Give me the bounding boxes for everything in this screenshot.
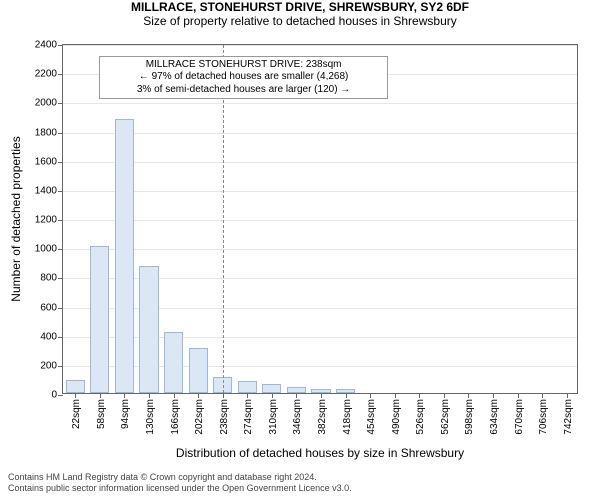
gridline (63, 133, 577, 134)
annotation-line: 3% of semi-detached houses are larger (1… (106, 84, 381, 97)
x-axis-label: Distribution of detached houses by size … (176, 446, 464, 460)
xtick-label: 490sqm (391, 399, 402, 435)
xtick-label: 238sqm (219, 399, 230, 435)
xtick-label: 562sqm (440, 399, 451, 435)
xtick-mark (296, 393, 297, 398)
histogram-bar (164, 332, 183, 393)
xtick-label: 310sqm (268, 399, 279, 435)
xtick-label: 526sqm (415, 399, 426, 435)
footer-line-1: Contains HM Land Registry data © Crown c… (8, 472, 352, 483)
xtick-label: 166sqm (170, 399, 181, 435)
histogram-bar (189, 348, 208, 393)
xtick-mark (395, 393, 396, 398)
xtick-label: 130sqm (145, 399, 156, 435)
xtick-label: 418sqm (342, 399, 353, 435)
footer-attribution: Contains HM Land Registry data © Crown c… (8, 472, 352, 495)
footer-line-2: Contains public sector information licen… (8, 483, 352, 494)
xtick-mark (247, 393, 248, 398)
xtick-label: 346sqm (292, 399, 303, 435)
histogram-bar (66, 380, 85, 393)
gridline (63, 103, 577, 104)
xtick-mark (444, 393, 445, 398)
gridline (63, 249, 577, 250)
xtick-mark (198, 393, 199, 398)
chart-plot-area: 0200400600800100012001400160018002000220… (62, 44, 578, 394)
gridline (63, 191, 577, 192)
xtick-mark (468, 393, 469, 398)
ytick-label: 0 (51, 390, 63, 401)
ytick-label: 800 (40, 273, 63, 284)
xtick-label: 202sqm (194, 399, 205, 435)
ytick-label: 2200 (35, 69, 63, 80)
xtick-mark (124, 393, 125, 398)
histogram-bar (262, 384, 281, 393)
histogram-bar (139, 266, 158, 393)
ytick-label: 1800 (35, 127, 63, 138)
xtick-mark (346, 393, 347, 398)
xtick-label: 22sqm (71, 399, 82, 429)
xtick-mark (518, 393, 519, 398)
ytick-label: 400 (40, 331, 63, 342)
xtick-mark (370, 393, 371, 398)
gridline (63, 220, 577, 221)
xtick-label: 94sqm (120, 399, 131, 429)
xtick-mark (419, 393, 420, 398)
xtick-label: 670sqm (514, 399, 525, 435)
chart-title: MILLRACE, STONEHURST DRIVE, SHREWSBURY, … (0, 0, 600, 14)
xtick-mark (75, 393, 76, 398)
ytick-label: 2400 (35, 40, 63, 51)
histogram-bar (90, 246, 109, 393)
ytick-label: 200 (40, 360, 63, 371)
y-axis-label: Number of detached properties (9, 136, 23, 301)
annotation-line: ← 97% of detached houses are smaller (4,… (106, 71, 381, 84)
xtick-mark (493, 393, 494, 398)
xtick-label: 742sqm (563, 399, 574, 435)
xtick-label: 598sqm (464, 399, 475, 435)
xtick-label: 706sqm (538, 399, 549, 435)
xtick-label: 274sqm (243, 399, 254, 435)
xtick-mark (272, 393, 273, 398)
xtick-mark (149, 393, 150, 398)
xtick-label: 382sqm (317, 399, 328, 435)
xtick-mark (100, 393, 101, 398)
chart-subtitle: Size of property relative to detached ho… (0, 14, 600, 28)
gridline (63, 162, 577, 163)
xtick-label: 58sqm (96, 399, 107, 429)
annotation-box: MILLRACE STONEHURST DRIVE: 238sqm← 97% o… (99, 56, 388, 100)
xtick-mark (223, 393, 224, 398)
xtick-mark (174, 393, 175, 398)
xtick-label: 634sqm (489, 399, 500, 435)
ytick-label: 1200 (35, 215, 63, 226)
xtick-mark (542, 393, 543, 398)
ytick-label: 1400 (35, 185, 63, 196)
gridline (63, 45, 577, 46)
histogram-bar (115, 119, 134, 393)
xtick-label: 454sqm (366, 399, 377, 435)
ytick-label: 1000 (35, 244, 63, 255)
xtick-mark (567, 393, 568, 398)
ytick-label: 600 (40, 302, 63, 313)
annotation-line: MILLRACE STONEHURST DRIVE: 238sqm (106, 59, 381, 72)
xtick-mark (321, 393, 322, 398)
histogram-bar (238, 381, 257, 393)
ytick-label: 2000 (35, 98, 63, 109)
ytick-label: 1600 (35, 156, 63, 167)
